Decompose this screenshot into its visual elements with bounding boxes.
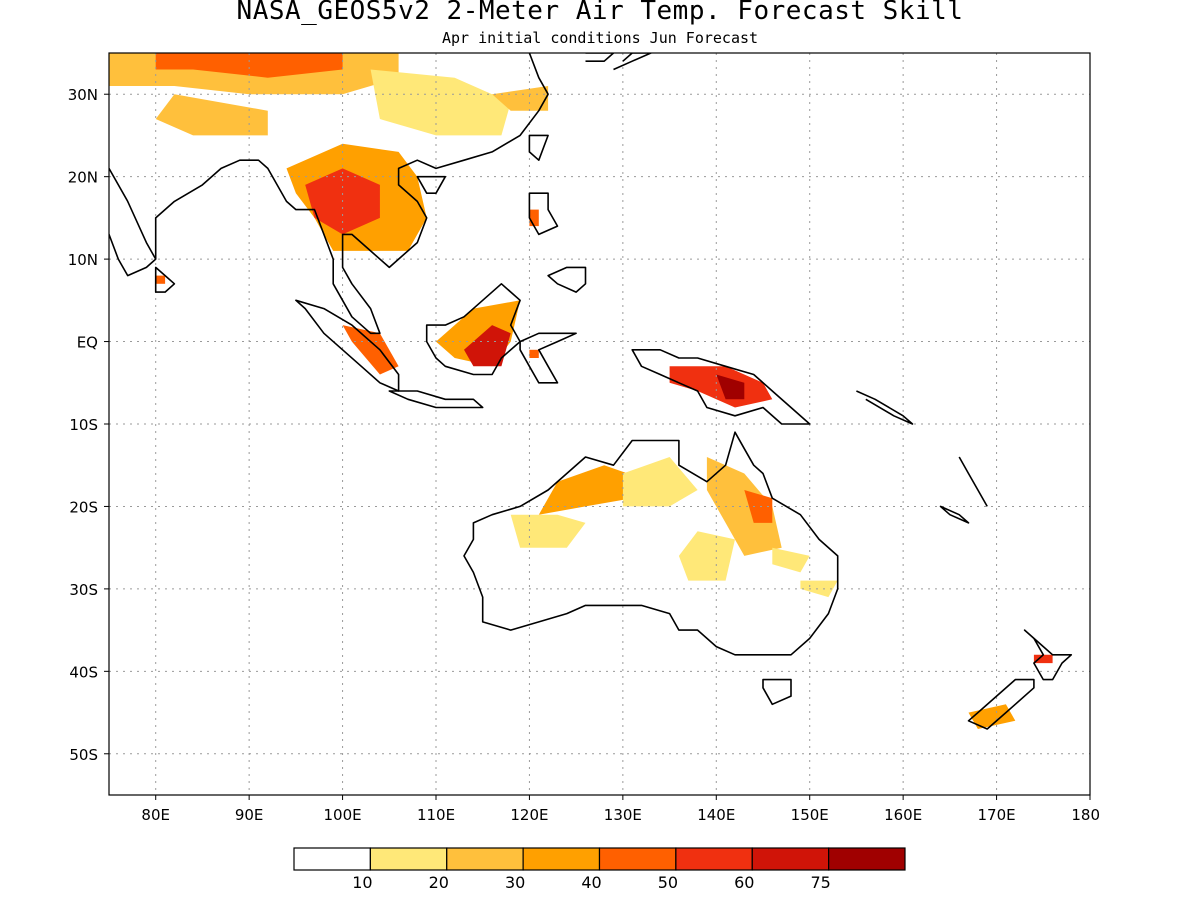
lat-tick-label: 20N	[68, 169, 98, 187]
lon-tick-label: 170E	[978, 806, 1016, 824]
coastline-tasmania	[762, 678, 792, 706]
colorbar-label: 10	[352, 873, 372, 892]
skill-region-new-zealand-north	[1033, 654, 1053, 664]
colorbar-swatch	[675, 847, 753, 871]
skill-region-tibet-core	[155, 53, 343, 78]
coastline-new-guinea	[631, 348, 811, 425]
colorbar-swatch	[293, 847, 371, 871]
skill-region-south-china	[370, 69, 511, 136]
colorbar-swatch	[598, 847, 677, 871]
colorbar-swatch	[446, 847, 524, 871]
map-subtitle: Apr initial conditions Jun Forecast	[441, 29, 759, 47]
skill-region-se-australia	[800, 580, 838, 598]
skill-region-sulawesi	[529, 349, 539, 358]
lon-tick-label: 100E	[324, 806, 362, 824]
skill-region-east-australia	[772, 547, 810, 573]
coastline-india-east	[154, 53, 549, 335]
coastline-solomons	[856, 390, 914, 425]
skill-region-north-interior	[622, 457, 698, 507]
lat-tick-label: 30S	[69, 581, 98, 599]
lat-tick-label: 20S	[69, 498, 98, 516]
colorbar-swatch	[751, 847, 830, 871]
coastline-japan	[613, 53, 652, 71]
coastline-taiwan	[528, 134, 549, 161]
skill-region-central-australia	[678, 531, 735, 581]
coastline-nz-north	[1023, 629, 1073, 681]
skill-region-sri-lanka	[155, 275, 166, 284]
longitude-axis: 80E 90E 100E 110E 120E 130E 140E 150E 160E 170E 18…	[141, 795, 1100, 824]
lat-tick-label: 30N	[68, 86, 98, 104]
coastline-sulawesi	[519, 332, 577, 384]
coastline-luzon	[528, 192, 559, 236]
lat-tick-label: 50S	[69, 746, 98, 764]
lon-tick-label: 90E	[235, 806, 264, 824]
skill-region-queensland	[706, 457, 782, 556]
skill-region-borneo-core	[464, 325, 511, 367]
coastline-mindanao	[547, 266, 587, 293]
skill-region-philippines	[529, 209, 539, 227]
lon-tick-label: 140E	[697, 806, 735, 824]
lat-tick-label: 40S	[69, 663, 98, 681]
skill-region-north-india	[155, 94, 268, 136]
coastline-new-caledonia	[939, 505, 970, 524]
colorbar-label: 50	[658, 873, 678, 892]
colorbar-label: 60	[734, 873, 754, 892]
lon-tick-label: 150E	[791, 806, 829, 824]
lon-tick-label: 130E	[604, 806, 642, 824]
colorbar-label: 40	[581, 873, 601, 892]
skill-region-new-guinea	[669, 366, 773, 408]
skill-region-queensland-core	[744, 490, 773, 523]
colorbar: 10 20 30 40 50 60 75	[293, 847, 906, 892]
skill-region-sumatra	[342, 325, 399, 375]
lon-tick-label: 80E	[141, 806, 170, 824]
colorbar-swatch	[828, 847, 906, 871]
coastline-java	[388, 390, 484, 409]
skill-region-east-china	[492, 86, 549, 111]
colorbar-label: 75	[810, 873, 830, 892]
skill-region-north-australia	[538, 465, 679, 515]
lon-tick-label: 120E	[510, 806, 548, 824]
gridlines	[109, 53, 1090, 795]
map-title: NASA_GEOS5v2 2-Meter Air Temp. Forecast …	[236, 0, 964, 26]
lat-tick-label: 10N	[68, 251, 98, 269]
coastline-sumatra	[295, 299, 400, 392]
coastline-sri-lanka	[154, 266, 176, 293]
colorbar-label: 20	[429, 873, 449, 892]
skill-region-west-australia	[510, 514, 586, 548]
latitude-axis: 30N 20N 10N EQ 10S 20S 30S 40S 50S	[68, 86, 109, 764]
lat-tick-label: EQ	[77, 334, 98, 352]
coastline-nz-south	[967, 678, 1035, 730]
colorbar-swatch	[522, 847, 601, 871]
lat-tick-label: 10S	[69, 416, 98, 434]
skill-region-new-guinea-core	[716, 374, 745, 400]
skill-shading	[109, 53, 1053, 729]
lon-tick-label: 160E	[884, 806, 922, 824]
lon-tick-label: 180	[1071, 806, 1100, 824]
colorbar-label: 30	[505, 873, 525, 892]
coastline-asia-mainland	[109, 168, 157, 277]
colorbar-swatch	[369, 847, 448, 871]
coastline-vanuatu	[958, 456, 988, 507]
lon-tick-label: 110E	[417, 806, 455, 824]
coastline-hainan	[416, 175, 447, 194]
coastline-australia	[463, 431, 839, 656]
coastline-korea	[585, 53, 615, 63]
coastlines	[109, 53, 1073, 730]
